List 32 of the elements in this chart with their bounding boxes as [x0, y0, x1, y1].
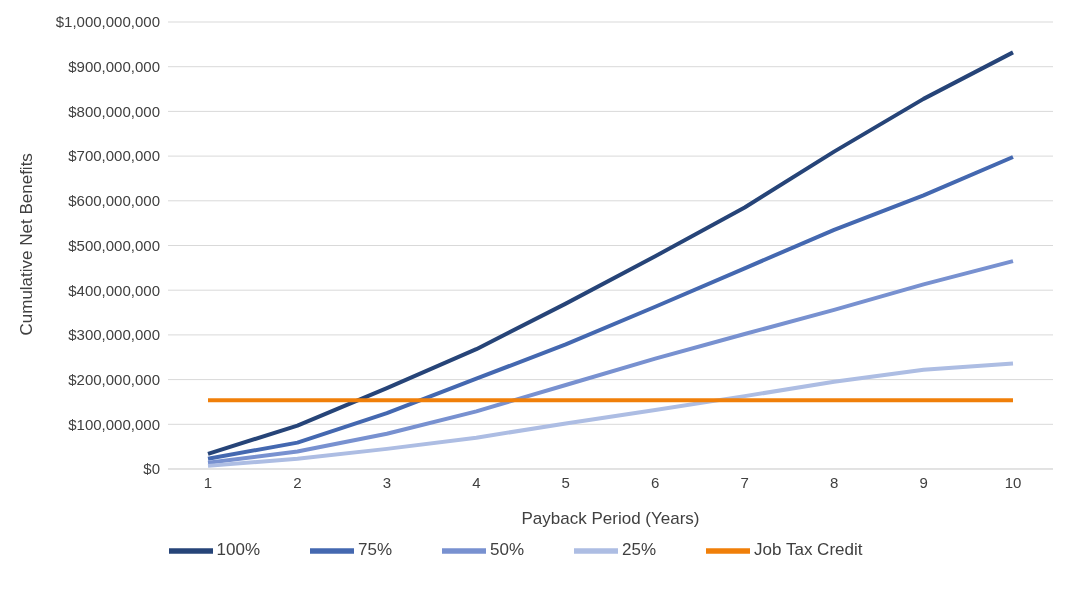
x-tick-label: 4 — [472, 473, 481, 491]
x-tick-label: 5 — [561, 473, 570, 491]
legend-label: 25% — [622, 540, 657, 560]
y-tick-label: $200,000,000 — [68, 370, 160, 388]
legend-label: 100% — [216, 540, 261, 560]
y-axis-title: Cumulative Net Benefits — [17, 153, 37, 336]
x-tick-label: 10 — [1004, 473, 1022, 491]
y-tick-label: $400,000,000 — [68, 281, 160, 299]
x-axis-title: Payback Period (Years) — [521, 509, 700, 528]
x-tick-label: 2 — [293, 473, 302, 491]
y-tick-label: $500,000,000 — [68, 236, 160, 254]
legend-label: 50% — [490, 540, 525, 560]
x-tick-label: 7 — [740, 473, 749, 491]
y-tick-label: $900,000,000 — [68, 58, 160, 76]
y-tick-label: $800,000,000 — [68, 102, 160, 120]
y-tick-label: $1,000,000,000 — [55, 13, 160, 31]
y-tick-label: $100,000,000 — [68, 415, 160, 433]
line-series — [206, 259, 1015, 465]
y-tick-label: $300,000,000 — [68, 326, 160, 344]
legend-label: 75% — [358, 540, 393, 560]
line-series — [206, 361, 1015, 468]
y-tick-label: $0 — [143, 460, 160, 478]
x-tick-label: 9 — [919, 473, 928, 491]
x-tick-label: 6 — [651, 473, 660, 491]
line-series — [206, 154, 1015, 461]
x-tick-label: 8 — [829, 473, 839, 491]
legend-label: Job Tax Credit — [754, 540, 863, 560]
y-tick-label: $600,000,000 — [68, 192, 160, 210]
x-tick-label: 3 — [382, 473, 392, 491]
line-series — [206, 50, 1015, 456]
x-tick-label: 1 — [203, 473, 213, 491]
y-tick-label: $700,000,000 — [68, 147, 160, 165]
